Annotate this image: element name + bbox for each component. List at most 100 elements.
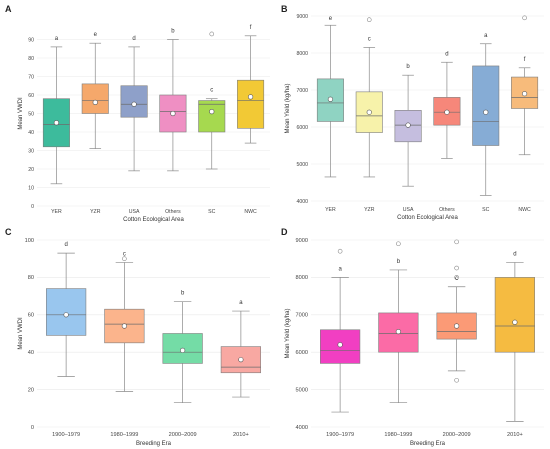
x-axis-label: Cotton Ecological Area xyxy=(123,217,184,223)
box-yzr xyxy=(81,83,109,114)
mean-marker xyxy=(63,312,69,318)
y-tick-label: 80 xyxy=(28,275,34,281)
y-tick-label: 0 xyxy=(31,425,34,431)
y-tick-label: 9000 xyxy=(296,14,308,20)
y-tick-label: 4000 xyxy=(296,199,308,205)
x-tick-label: USA xyxy=(129,209,140,215)
y-axis-label: Mean Yield (kg/ha) xyxy=(285,308,291,358)
mean-marker xyxy=(444,109,450,115)
outlier-point xyxy=(122,256,127,262)
x-tick-label: 2010+ xyxy=(233,432,249,438)
mean-marker xyxy=(454,323,460,329)
y-tick-label: 10 xyxy=(28,185,34,191)
mean-marker xyxy=(121,323,127,329)
box-nwc xyxy=(237,79,265,129)
mean-marker xyxy=(238,357,244,363)
outlier-point xyxy=(522,15,527,21)
y-tick-label: 0 xyxy=(31,204,34,210)
chart-b: 4000 5000 6000 7000 8000 9000 Mean Yield (kg/h… xyxy=(285,14,544,221)
panel-b: B 4000 5000 6000 7000 8000 9000 Mean Yield (kg… xyxy=(281,4,544,221)
outlier-point xyxy=(454,275,459,280)
panel-letter-b: B xyxy=(281,4,288,14)
mean-marker xyxy=(92,99,98,105)
significance-letter: c xyxy=(368,36,371,42)
x-tick-label: 2010+ xyxy=(507,432,523,438)
x-tick-label: 2000–2009 xyxy=(169,432,197,438)
significance-letter: d xyxy=(132,36,135,42)
outlier-point xyxy=(209,31,215,37)
y-axis-label: Mean VWDI xyxy=(18,97,24,130)
mean-marker xyxy=(53,120,60,126)
mean-marker xyxy=(170,110,176,117)
x-tick-label: 1980–1999 xyxy=(110,432,138,438)
box-sc xyxy=(472,65,500,146)
significance-letter: d xyxy=(513,251,516,257)
x-tick-label: SC xyxy=(482,207,489,213)
y-tick-label: 40 xyxy=(28,130,34,136)
y-tick-label: 8000 xyxy=(296,51,308,57)
y-tick-label: 60 xyxy=(28,313,34,319)
mean-marker xyxy=(405,122,411,128)
box-usa xyxy=(120,85,148,118)
y-tick-label: 8000 xyxy=(296,275,308,281)
panel-letter-a: A xyxy=(5,4,12,14)
y-tick-label: 6000 xyxy=(296,350,308,356)
chart-a: 0 10 20 30 40 50 60 70 80 90 Mean VWDI Cotton Ecolo… xyxy=(18,25,270,223)
box-2010+ xyxy=(494,277,535,353)
significance-letter: a xyxy=(239,300,243,306)
significance-letter: b xyxy=(397,259,401,265)
outlier-point xyxy=(366,17,372,23)
x-tick-label: NWC xyxy=(518,207,531,213)
y-tick-label: 7000 xyxy=(296,88,308,94)
panel-letter-c: C xyxy=(5,227,12,237)
box-sc xyxy=(198,100,226,133)
x-axis-label: Breeding Era xyxy=(136,441,172,447)
y-tick-label: 4000 xyxy=(296,425,308,431)
panel-d: D 4000 5000 6000 7000 8000 9000 Mean Yield (kg… xyxy=(281,227,544,447)
outlier-point xyxy=(337,248,343,254)
mean-marker xyxy=(180,347,186,353)
significance-letter: b xyxy=(181,291,185,297)
significance-letter: c xyxy=(123,251,126,257)
mean-marker xyxy=(247,94,254,100)
mean-marker xyxy=(327,96,334,102)
y-tick-label: 9000 xyxy=(296,238,308,244)
mean-marker xyxy=(512,319,518,325)
x-tick-label: USA xyxy=(403,207,414,213)
y-tick-label: 100 xyxy=(25,238,34,244)
y-tick-label: 40 xyxy=(28,350,34,356)
x-tick-label: 1980–1999 xyxy=(384,432,412,438)
y-tick-label: 20 xyxy=(28,387,34,393)
mean-marker xyxy=(131,101,137,107)
significance-letter: a xyxy=(338,266,342,272)
x-tick-label: YER xyxy=(51,209,62,215)
x-tick-label: YER xyxy=(325,207,336,213)
box-1900–1979 xyxy=(46,288,87,336)
outlier-point xyxy=(396,241,401,247)
significance-letter: b xyxy=(171,29,175,35)
outlier-point xyxy=(454,239,459,245)
y-tick-label: 5000 xyxy=(296,387,308,393)
y-axis-label: Mean VWDI xyxy=(18,317,24,350)
significance-letter: c xyxy=(455,276,458,282)
significance-letter: f xyxy=(524,57,526,63)
y-tick-label: 20 xyxy=(28,167,34,173)
mean-marker xyxy=(337,342,343,348)
mean-marker xyxy=(209,109,215,115)
x-tick-label: SC xyxy=(208,209,215,215)
significance-letter: d xyxy=(445,51,448,57)
significance-letter: f xyxy=(250,25,252,31)
significance-letter: a xyxy=(484,33,488,39)
chart-c: 0 20 40 60 80 100 Mean VWDI Breeding Era d 1900–1… xyxy=(18,238,270,447)
y-tick-label: 30 xyxy=(28,148,34,154)
significance-letter: e xyxy=(329,16,333,22)
significance-letter: c xyxy=(210,88,213,94)
x-tick-label: Others xyxy=(165,209,181,215)
y-tick-label: 50 xyxy=(28,111,34,117)
x-axis-label: Breeding Era xyxy=(410,441,446,447)
outlier-point xyxy=(454,265,459,271)
chart-d: 4000 5000 6000 7000 8000 9000 Mean Yield (kg/h… xyxy=(285,238,544,447)
panel-a: A 0 10 20 30 40 50 60 70 80 90 Mean VWDI Cotton Eco… xyxy=(5,4,270,223)
panel-c: C 0 20 40 60 80 100 Mean VWDI Breeding Era d 1900… xyxy=(5,227,270,447)
x-tick-label: 2000–2009 xyxy=(443,432,471,438)
